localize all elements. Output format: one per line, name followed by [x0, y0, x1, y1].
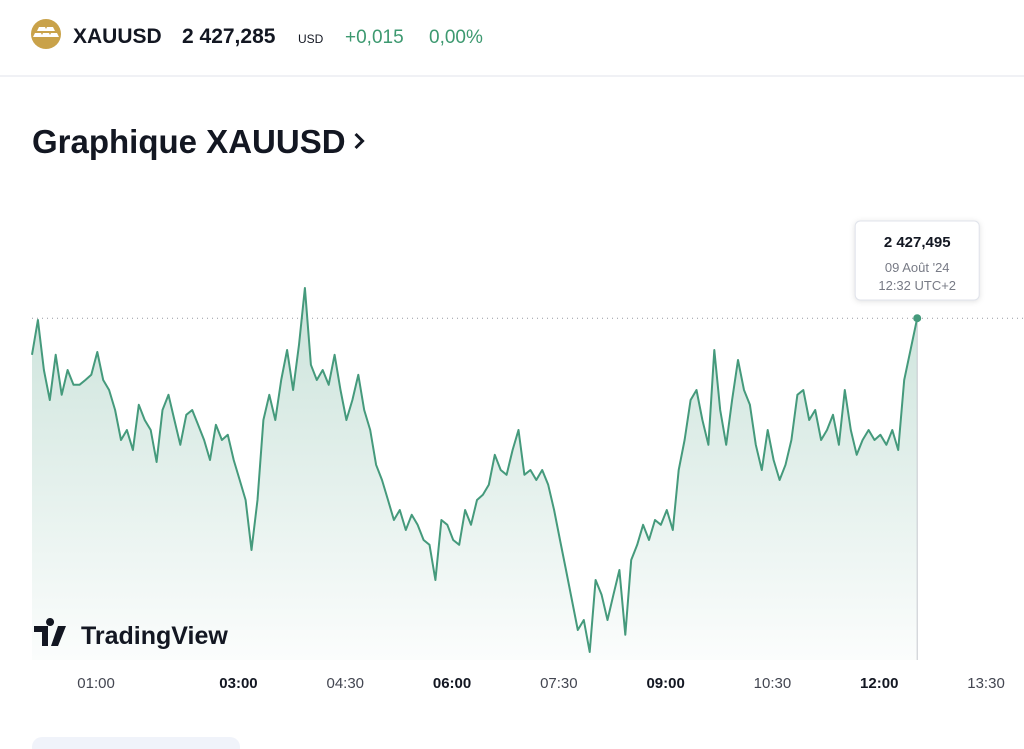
x-tick-label: 13:30 — [967, 675, 1005, 692]
chevron[interactable] — [354, 132, 365, 150]
symbol-icon — [31, 19, 61, 49]
x-tick-label: 04:30 — [326, 675, 364, 692]
x-tick-label: 07:30 — [540, 675, 578, 692]
last-point — [913, 314, 922, 323]
watermark-logo — [34, 618, 66, 646]
x-tick-label: 12:00 — [860, 675, 898, 692]
tooltip-box — [854, 220, 980, 301]
watermark[interactable]: TradingView — [81, 622, 228, 650]
plot: 2 427,495 09 Août '24 12:32 UTC+2 01:00 03:0… — [31, 220, 1024, 692]
currency: USD — [298, 32, 324, 46]
area — [32, 288, 918, 660]
tooltip-price: 2 427,495 — [884, 234, 951, 251]
tooltip-date: 09 Août '24 — [885, 260, 950, 275]
x-tick-label: 06:00 — [433, 675, 471, 692]
change-percent: 0,00% — [429, 27, 483, 48]
x-tick-label: 03:00 — [219, 675, 257, 692]
symbol: XAUUSD — [73, 25, 162, 48]
price: 2 427,285 — [182, 25, 276, 48]
tooltip: 2 427,495 09 Août '24 12:32 UTC+2 — [854, 220, 980, 301]
x-tick-label: 01:00 — [77, 675, 115, 692]
tooltip-time: 12:32 UTC+2 — [878, 278, 956, 293]
button[interactable] — [32, 737, 240, 749]
price-line — [31, 287, 919, 653]
x-tick-label: 10:30 — [754, 675, 792, 692]
change: +0,015 — [345, 27, 404, 48]
chart-title[interactable]: Graphique XAUUSD — [32, 123, 346, 160]
x-tick-label: 09:00 — [646, 675, 684, 692]
